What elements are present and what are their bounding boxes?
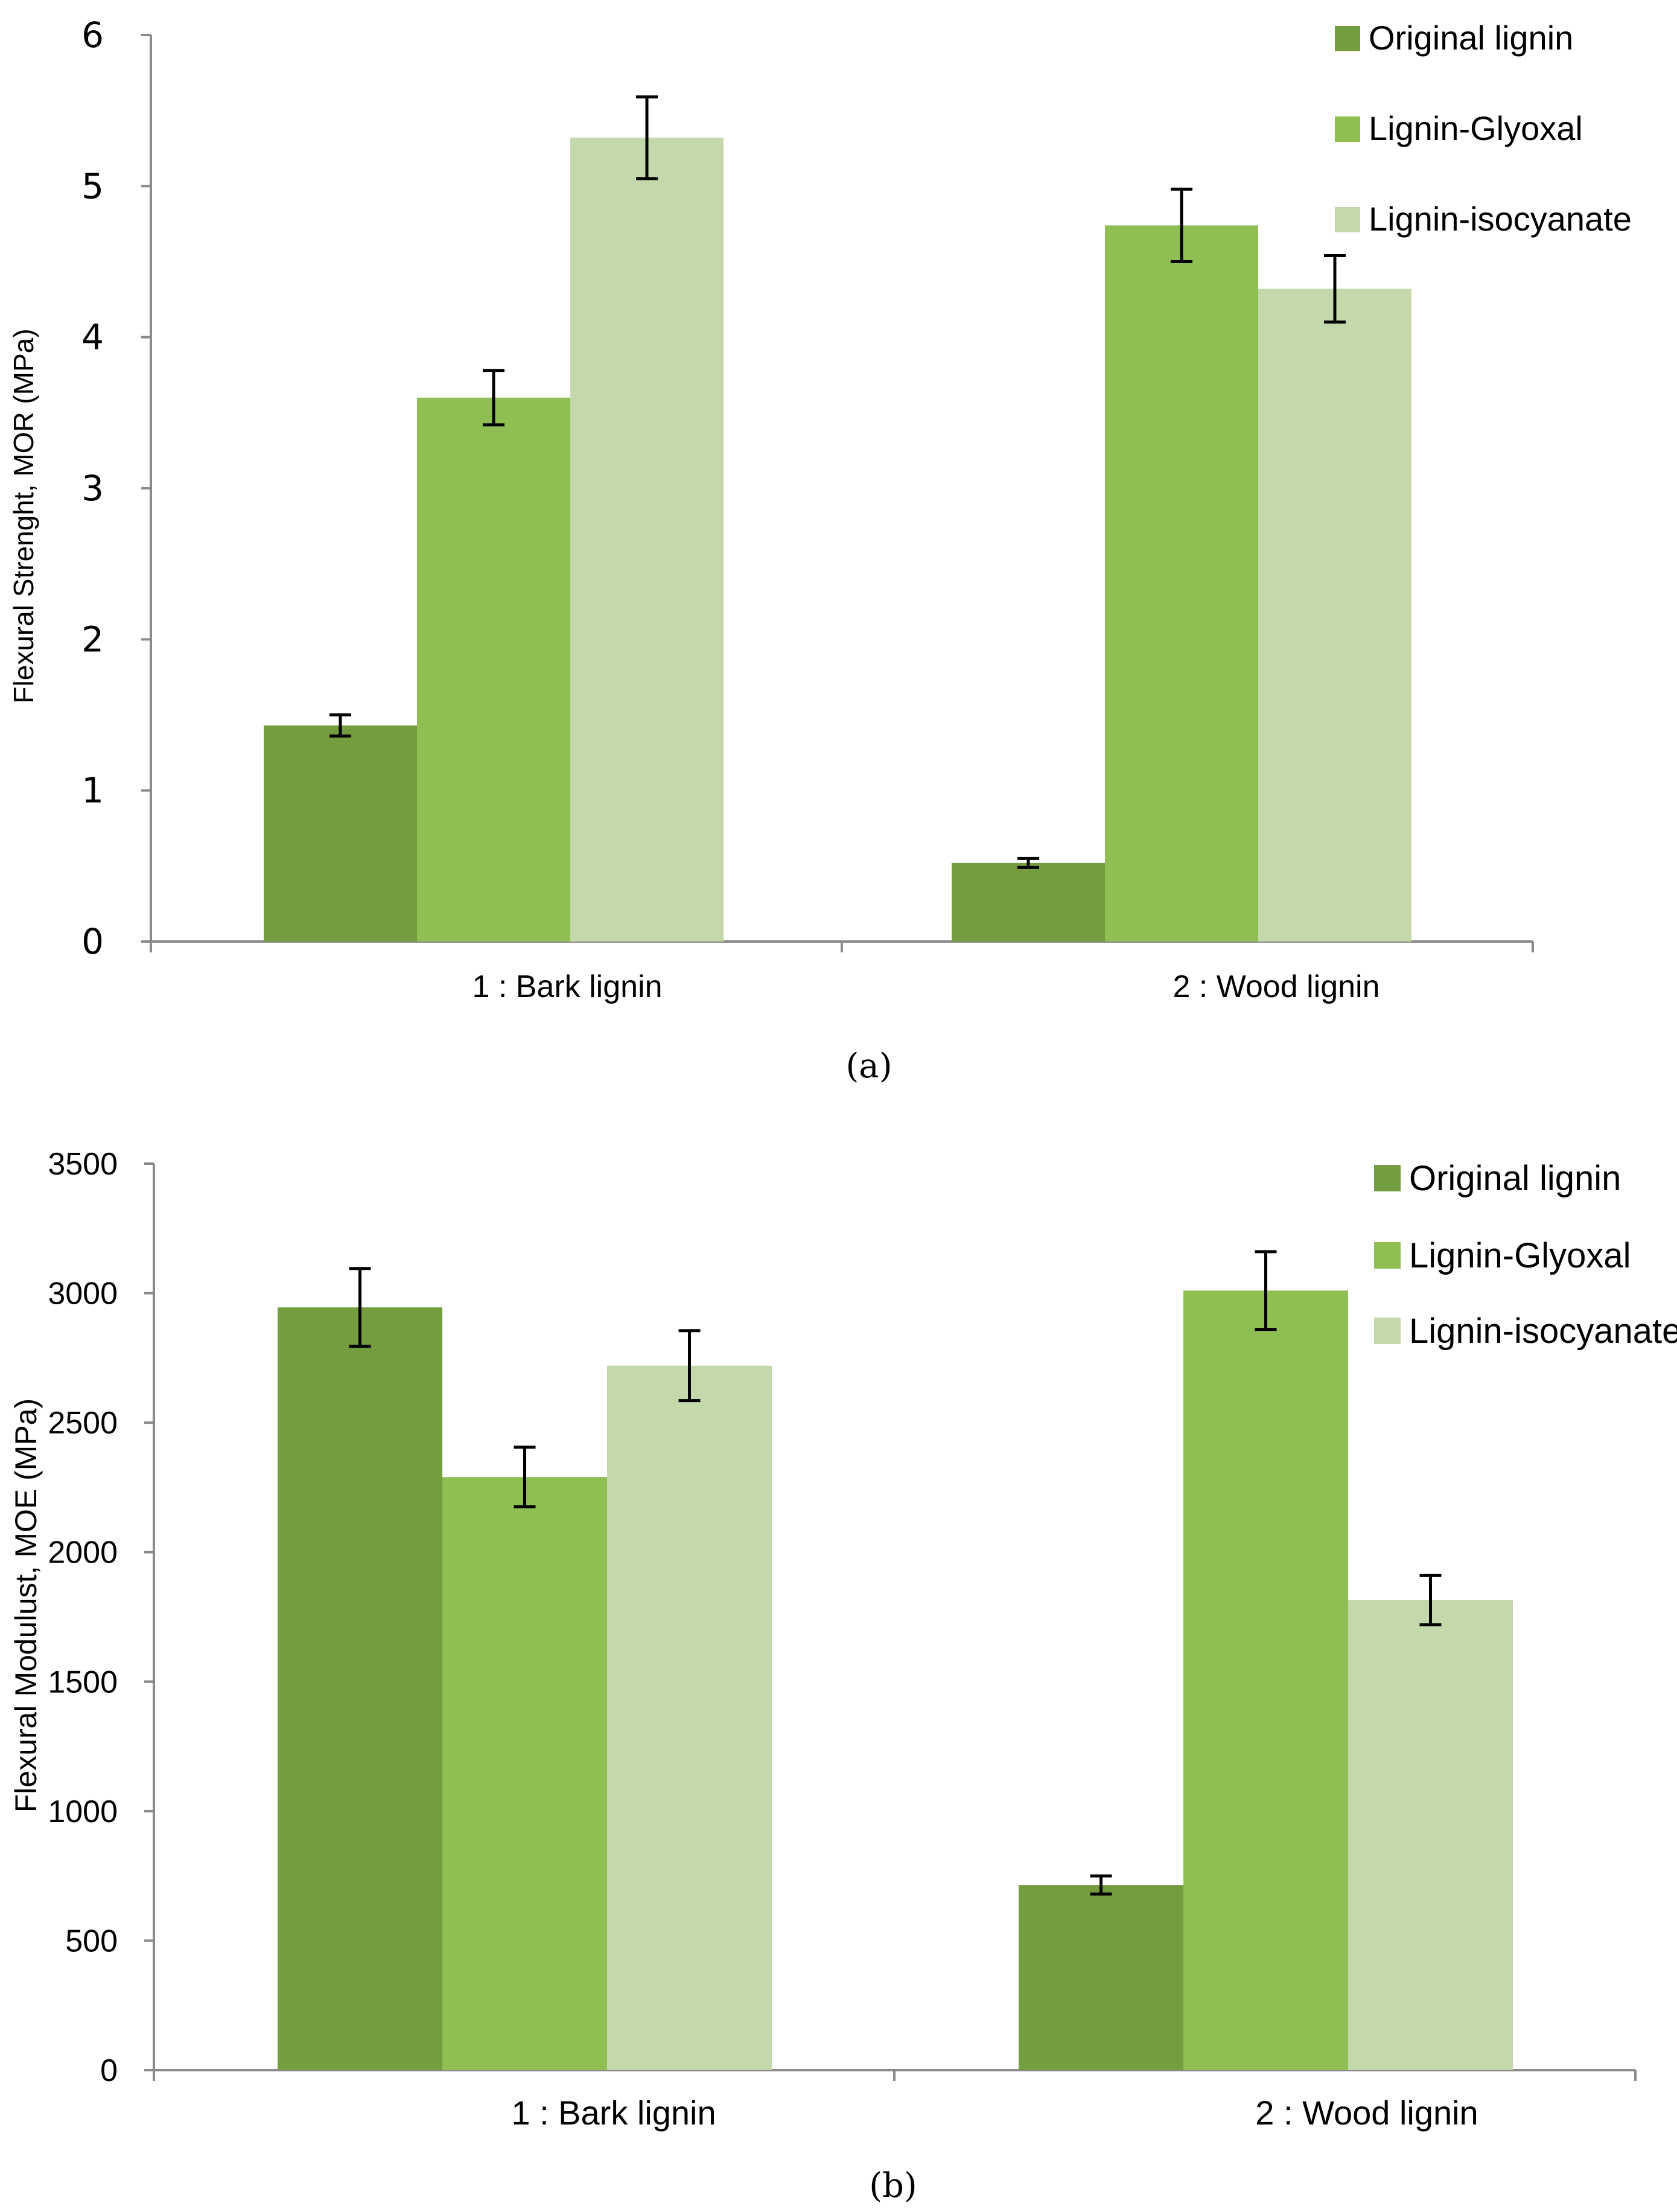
- y-axis-label: Flexural Modulust, MOE (MPa): [9, 1398, 43, 1812]
- error-bars: [349, 1250, 1442, 1896]
- bar: [1105, 225, 1258, 942]
- y-tick-label: 3: [81, 468, 104, 509]
- legend-swatch: [1374, 1318, 1401, 1344]
- error-bar: [1255, 1250, 1277, 1331]
- y-tick-label: 0: [81, 921, 104, 962]
- bars: [278, 1290, 1513, 2070]
- y-tick-label: 3500: [48, 1147, 118, 1182]
- x-axis: 1 : Bark lignin 2 : Wood lignin: [472, 969, 1379, 1004]
- error-bar: [1419, 1573, 1442, 1627]
- y-tick-label: 0: [100, 2053, 118, 2088]
- y-tick-label: 500: [65, 1924, 118, 1959]
- error-bar: [329, 713, 351, 738]
- chart-mor: Flexural Strenght, MOR (MPa) 0 1 2 3 4 5 6 1 :…: [8, 14, 1632, 1086]
- legend: Original lignin Lignin-Glyoxal Lignin-is…: [1374, 1159, 1677, 1351]
- bars: [264, 138, 1411, 942]
- y-tick-label: 4: [81, 317, 104, 358]
- y-tick-label: 1000: [48, 1794, 118, 1829]
- y-axis-label: Flexural Strenght, MOR (MPa): [8, 328, 39, 703]
- error-bar: [1017, 856, 1039, 869]
- legend-label: Lignin-isocyanate: [1409, 1312, 1677, 1351]
- legend-item: Lignin-isocyanate: [1374, 1312, 1677, 1351]
- panel-label: (a): [845, 1047, 892, 1086]
- error-bar: [636, 95, 658, 180]
- error-bar: [349, 1267, 371, 1348]
- legend-label: Original lignin: [1409, 1159, 1621, 1198]
- error-bar: [1324, 253, 1346, 324]
- bar: [1258, 288, 1411, 942]
- bar: [442, 1477, 607, 2070]
- x-tick-label: 2 : Wood lignin: [1255, 2094, 1478, 2132]
- x-tick-label: 1 : Bark lignin: [472, 969, 662, 1004]
- error-bar: [678, 1329, 701, 1403]
- error-bar: [1090, 1874, 1112, 1896]
- legend: Original lignin Lignin-Glyoxal Lignin-is…: [1335, 19, 1632, 238]
- chart-moe: Flexural Modulust, MOE (MPa) 0 500 1000 150…: [9, 1147, 1677, 2205]
- y-tick-label: 6: [81, 14, 104, 56]
- bar: [417, 397, 570, 942]
- legend-swatch: [1374, 1242, 1401, 1269]
- bar: [278, 1307, 442, 2070]
- y-tick-label: 3000: [48, 1277, 118, 1312]
- legend-label: Original lignin: [1369, 19, 1573, 57]
- y-tick-label: 1: [81, 770, 104, 811]
- bar: [952, 862, 1105, 942]
- bar: [264, 725, 417, 942]
- legend-label: Lignin-isocyanate: [1369, 200, 1632, 238]
- error-bar: [1171, 187, 1192, 263]
- legend-item: Lignin-Glyoxal: [1335, 109, 1583, 147]
- y-tick-label: 1500: [48, 1665, 118, 1700]
- bar: [570, 138, 724, 942]
- bar: [1183, 1290, 1348, 2070]
- bar: [607, 1365, 772, 2070]
- y-tick-label: 2500: [48, 1406, 118, 1441]
- legend-item: Lignin-isocyanate: [1335, 200, 1632, 238]
- error-bar: [514, 1445, 536, 1509]
- y-tick-label: 2000: [48, 1535, 118, 1570]
- legend-swatch: [1335, 207, 1360, 232]
- panel-label: (b): [869, 2166, 917, 2205]
- legend-item: Original lignin: [1374, 1159, 1621, 1198]
- legend-label: Lignin-Glyoxal: [1369, 109, 1583, 147]
- x-axis: 1 : Bark lignin 2 : Wood lignin: [511, 2094, 1478, 2132]
- y-tick-label: 2: [81, 619, 104, 660]
- bar: [1348, 1600, 1513, 2070]
- legend-item: Original lignin: [1335, 19, 1573, 57]
- legend-swatch: [1335, 116, 1360, 142]
- bar: [1019, 1885, 1183, 2070]
- x-tick-label: 2 : Wood lignin: [1173, 969, 1379, 1004]
- y-tick-label: 5: [81, 165, 104, 206]
- x-tick-label: 1 : Bark lignin: [511, 2094, 716, 2132]
- legend-label: Lignin-Glyoxal: [1409, 1236, 1631, 1275]
- legend-swatch: [1374, 1165, 1401, 1191]
- legend-swatch: [1335, 26, 1360, 51]
- error-bar: [483, 369, 504, 427]
- error-bars: [329, 95, 1346, 869]
- legend-item: Lignin-Glyoxal: [1374, 1236, 1631, 1275]
